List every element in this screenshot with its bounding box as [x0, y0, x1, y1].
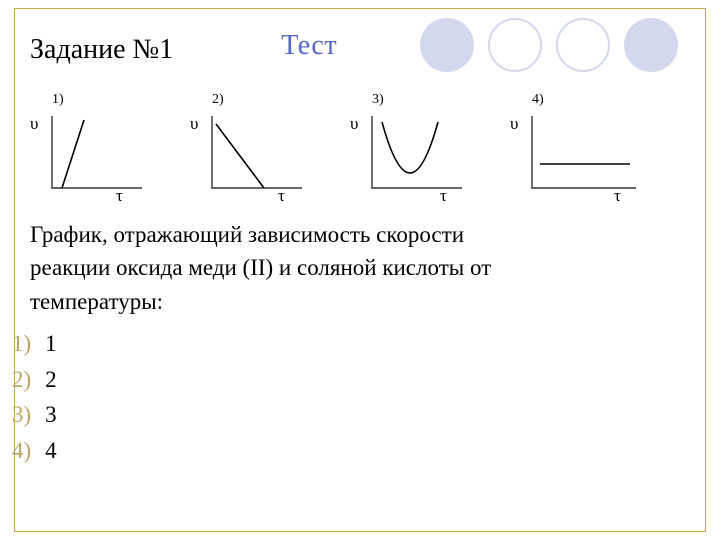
chart-number: 3)	[372, 92, 384, 108]
progress-circle-1	[420, 18, 474, 72]
test-label: Тест	[281, 30, 337, 62]
chart-2: 2) υ τ	[190, 92, 350, 212]
charts-row: 1) υ τ 2) υ τ 3) υ τ 4) υ τ	[30, 92, 670, 212]
chart-axes	[212, 116, 302, 188]
chart-4: 4) υ τ	[510, 92, 670, 212]
axis-y-label: υ	[30, 114, 38, 134]
header: Задание №1 Тест	[30, 18, 692, 74]
question-line: температуры:	[30, 285, 690, 318]
question-line: График, отражающий зависимость скорости	[30, 218, 690, 251]
answer-option-1[interactable]: 1) 1	[12, 326, 57, 362]
chart-number: 2)	[212, 92, 224, 108]
chart-number: 4)	[532, 92, 544, 108]
axis-y-label: υ	[350, 114, 358, 134]
axis-y-label: υ	[510, 114, 518, 134]
axis-x-label: τ	[614, 186, 621, 206]
axis-y-label: υ	[190, 114, 198, 134]
answer-text: 4	[45, 438, 57, 463]
chart-curve	[62, 120, 84, 188]
answer-bullet: 4)	[12, 438, 31, 463]
progress-circle-4	[624, 18, 678, 72]
question-line: реакции оксида меди (II) и соляной кисло…	[30, 251, 690, 284]
answer-text: 1	[45, 331, 57, 356]
answer-bullet: 3)	[12, 402, 31, 427]
axis-x-label: τ	[440, 186, 447, 206]
answer-bullet: 1)	[12, 331, 31, 356]
chart-curve	[382, 122, 438, 173]
axis-x-label: τ	[116, 186, 123, 206]
answer-text: 3	[45, 402, 57, 427]
chart-svg-4	[524, 114, 644, 202]
chart-svg-1	[44, 114, 164, 202]
axis-x-label: τ	[278, 186, 285, 206]
chart-number: 1)	[52, 92, 64, 108]
answer-option-2[interactable]: 2) 2	[12, 362, 57, 398]
progress-circle-2	[488, 18, 542, 72]
answer-option-3[interactable]: 3) 3	[12, 397, 57, 433]
progress-circle-3	[556, 18, 610, 72]
chart-svg-3	[364, 114, 484, 202]
question-text: График, отражающий зависимость скорости …	[30, 218, 690, 318]
chart-1: 1) υ τ	[30, 92, 190, 212]
chart-svg-2	[204, 114, 324, 202]
answer-bullet: 2)	[12, 367, 31, 392]
chart-axes	[372, 116, 462, 188]
task-title: Задание №1	[30, 26, 173, 66]
chart-axes	[532, 116, 636, 188]
chart-3: 3) υ τ	[350, 92, 510, 212]
answer-text: 2	[45, 367, 57, 392]
answer-option-4[interactable]: 4) 4	[12, 433, 57, 469]
chart-curve	[216, 124, 264, 188]
answer-list: 1) 1 2) 2 3) 3 4) 4	[12, 326, 57, 469]
progress-circles	[420, 18, 678, 72]
